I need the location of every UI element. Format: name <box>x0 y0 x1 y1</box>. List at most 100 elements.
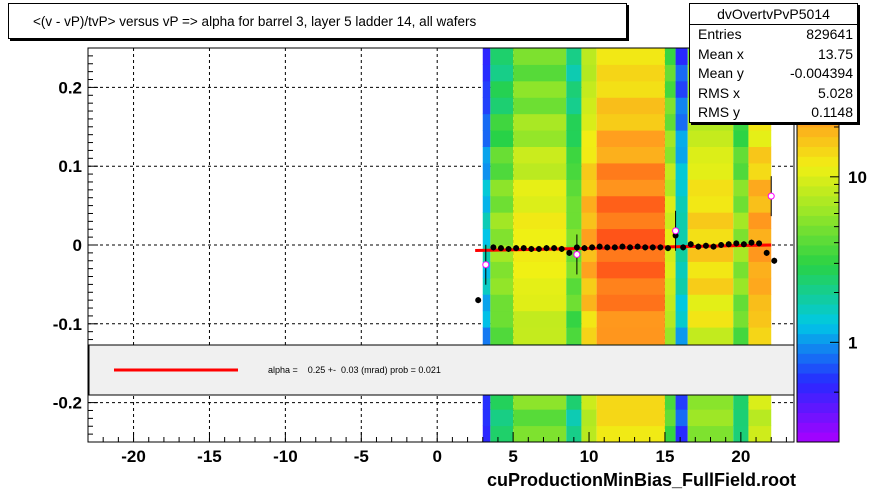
stats-box: dvOvertvPvP5014 Entries 829641 Mean x 13… <box>689 3 858 123</box>
heatmap-cell <box>664 146 676 164</box>
x-tick-label: 0 <box>432 447 441 466</box>
chart-title: <(v - vP)/tvP> versus vP => alpha for ba… <box>33 13 477 29</box>
heatmap-cell <box>482 80 491 98</box>
heatmap-cell <box>596 409 665 427</box>
heatmap-cell <box>687 294 734 312</box>
heatmap-cell <box>513 80 567 98</box>
heatmap-cell <box>581 130 597 147</box>
heatmap-cell <box>581 195 597 213</box>
heatmap-cell <box>664 327 676 344</box>
profile-point <box>581 245 588 252</box>
heatmap-cell <box>513 294 567 312</box>
heatmap-cell <box>596 261 665 279</box>
heatmap-cell <box>581 146 597 164</box>
palette-cell <box>797 235 839 246</box>
heatmap-cell <box>687 179 734 197</box>
heatmap-cell <box>748 245 772 262</box>
heatmap-cell <box>664 392 676 410</box>
open-marker <box>672 227 680 235</box>
heatmap-cell <box>675 310 688 328</box>
heatmap-cell <box>490 294 514 312</box>
heatmap-cell <box>482 179 491 197</box>
heatmap-cell <box>490 392 514 410</box>
palette-cell <box>797 205 839 216</box>
heatmap-cell <box>581 409 597 427</box>
palette-cell <box>797 422 839 433</box>
heatmap-cell <box>596 179 665 197</box>
profile-point <box>763 249 770 256</box>
heatmap-cell <box>490 64 514 82</box>
heatmap-cell <box>675 212 688 230</box>
heatmap-cell <box>664 245 676 262</box>
heatmap-cell <box>687 392 734 410</box>
heatmap-cell <box>566 392 582 410</box>
heatmap-cell <box>566 64 582 82</box>
heatmap-cell <box>733 245 749 262</box>
profile-point <box>627 244 634 251</box>
palette-cell <box>797 136 839 147</box>
profile-point <box>733 240 740 247</box>
profile-point <box>551 245 558 252</box>
heatmap-cell <box>513 277 567 295</box>
heatmap-cell <box>675 327 688 344</box>
palette-cell <box>797 156 839 167</box>
heatmap-cell <box>482 327 491 344</box>
profile-point <box>702 242 709 249</box>
heatmap-cell <box>596 64 665 82</box>
heatmap-cell <box>581 179 597 197</box>
heatmap-cell <box>482 113 491 131</box>
heatmap-cell <box>482 162 491 180</box>
x-tick-label: -5 <box>354 447 369 466</box>
heatmap-cell <box>581 261 597 279</box>
open-marker <box>767 192 775 200</box>
open-marker <box>482 261 490 269</box>
heatmap-cell <box>596 146 665 164</box>
palette-cell <box>797 343 839 354</box>
heatmap-cell <box>581 228 597 246</box>
heatmap-cell <box>596 310 665 328</box>
heatmap-cell <box>513 97 567 115</box>
fit-legend-text: alpha = 0.25 +- 0.03 (mrad) prob = 0.021 <box>268 365 441 375</box>
y-tick-label: -0.2 <box>53 394 82 413</box>
heatmap-cell <box>687 195 734 213</box>
profile-point <box>490 244 497 251</box>
profile-point <box>505 245 512 252</box>
x-axis: -20 -15 -10 -5 0 5 10 15 20 <box>87 432 787 466</box>
heatmap-cell <box>733 310 749 328</box>
stats-row-mean-x: Mean x 13.75 <box>698 45 853 62</box>
palette-cell <box>797 333 839 344</box>
heatmap-cell <box>482 294 491 312</box>
heatmap-cell <box>687 277 734 295</box>
heatmap-cell <box>664 64 676 82</box>
x-tick-label: -10 <box>273 447 298 466</box>
heatmap-cell <box>748 327 772 344</box>
palette-cell <box>797 313 839 325</box>
heatmap-cell <box>482 392 491 410</box>
heatmap-cell <box>566 327 582 344</box>
heatmap-cell <box>513 261 567 279</box>
heatmap-cell <box>490 130 514 147</box>
heatmap-cell <box>664 425 676 443</box>
heatmap-cell <box>566 425 582 443</box>
heatmap-cell <box>513 146 567 164</box>
heatmap-cell <box>482 409 491 427</box>
heatmap-cell <box>675 425 688 443</box>
heatmap-cell <box>513 425 567 443</box>
heatmap-cell <box>490 48 514 65</box>
y-tick-label: 0.1 <box>58 157 82 176</box>
palette-cell <box>797 353 839 364</box>
heatmap-cell <box>748 310 772 328</box>
title-box: <(v - vP)/tvP> versus vP => alpha for ba… <box>8 3 627 39</box>
x-tick-label: -15 <box>197 447 222 466</box>
heatmap-cell <box>664 48 676 65</box>
profile-point <box>687 241 694 248</box>
heatmap-cell <box>566 162 582 180</box>
palette-cell <box>797 412 839 423</box>
heatmap-cell <box>675 146 688 164</box>
palette-cell <box>797 274 839 285</box>
heatmap-cell <box>733 294 749 312</box>
heatmap-cell <box>566 277 582 295</box>
profile-point <box>619 243 626 250</box>
heatmap-cell <box>664 179 676 197</box>
heatmap-cell <box>490 195 514 213</box>
